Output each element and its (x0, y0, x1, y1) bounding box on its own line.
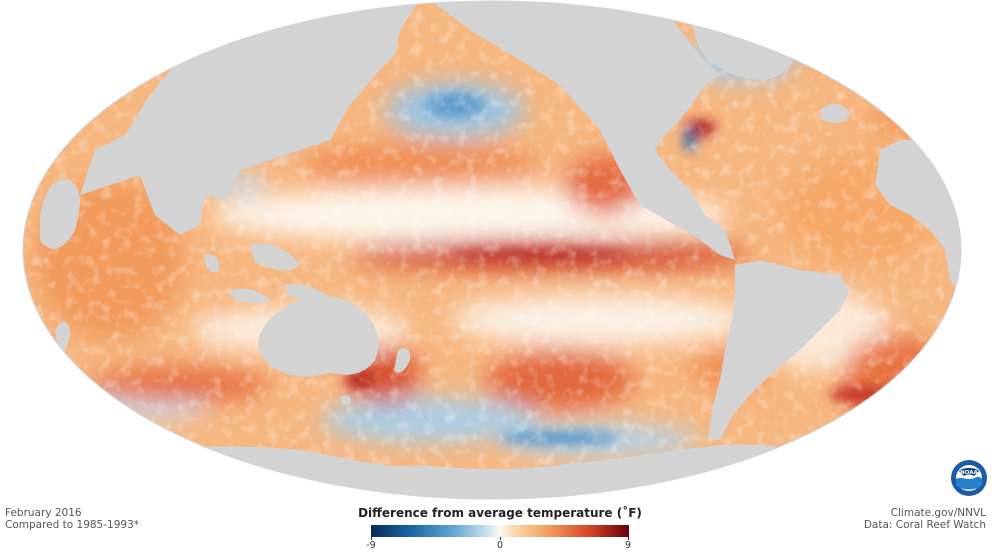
legend-tick-max: 9 (624, 540, 632, 551)
noaa-logo-icon: NOAA (951, 460, 987, 496)
data-source-label: Data: Coral Reef Watch (863, 519, 986, 531)
date-label: February 2016 (5, 507, 82, 519)
legend-tick-mark (500, 537, 501, 540)
legend-tick-min: -9 (366, 540, 376, 551)
legend-title: Difference from average temperature (˚F) (358, 506, 642, 520)
source-site-link[interactable]: Climate.gov/NNVL (890, 507, 986, 519)
legend-tick-zero: 0 (496, 540, 504, 551)
noaa-logo-text: NOAA (960, 470, 978, 476)
legend-tick-mark (371, 537, 372, 540)
map-credits-left: February 2016 Compared to 1985-1993* (5, 507, 139, 531)
baseline-label: Compared to 1985-1993* (5, 519, 139, 531)
world-map (22, 0, 962, 500)
legend-color-bar (371, 525, 629, 537)
legend-tick-mark (628, 537, 629, 540)
map-credits-right: Climate.gov/NNVL Data: Coral Reef Watch (864, 507, 986, 531)
